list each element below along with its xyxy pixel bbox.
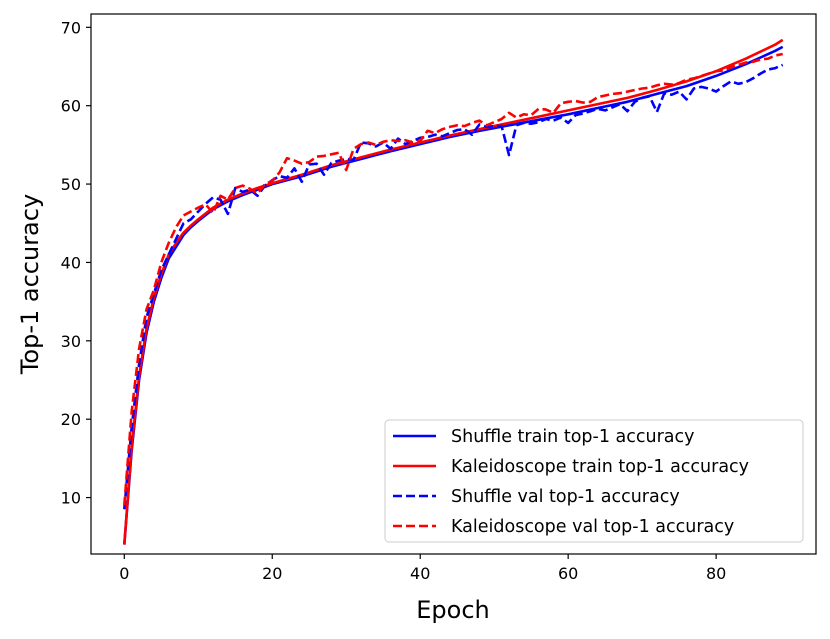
legend-label-3: Shuffle val top-1 accuracy <box>451 487 680 507</box>
y-axis: 10 20 30 40 50 60 70 <box>61 18 91 508</box>
y-tick-label: 50 <box>61 175 81 194</box>
x-tick-label: 0 <box>119 564 129 583</box>
legend-label-2: Kaleidoscope train top-1 accuracy <box>451 457 749 477</box>
legend-frame <box>384 419 804 543</box>
x-axis-title: Epoch <box>416 596 490 624</box>
series-line-4 <box>123 52 783 506</box>
plot-area <box>123 38 784 545</box>
y-tick-label: 20 <box>61 410 81 429</box>
y-tick-label: 10 <box>61 489 81 508</box>
plot-frame <box>90 13 817 555</box>
x-tick-label: 20 <box>262 564 282 583</box>
x-tick-label: 60 <box>558 564 578 583</box>
x-axis: 0 20 40 60 80 <box>119 554 726 583</box>
y-tick-label: 70 <box>61 18 81 37</box>
y-tick-label: 40 <box>61 253 81 272</box>
legend-label-4: Kaleidoscope val top-1 accuracy <box>451 517 734 537</box>
y-tick-label: 60 <box>61 97 81 116</box>
y-axis-title: Top-1 accuracy <box>16 194 44 375</box>
x-tick-label: 40 <box>410 564 430 583</box>
x-tick-label: 80 <box>706 564 726 583</box>
legend: Shuffle train top-1 accuracy Kaleidoscope… <box>384 419 804 543</box>
y-tick-label: 30 <box>61 332 81 351</box>
legend-label-1: Shuffle train top-1 accuracy <box>451 427 694 447</box>
